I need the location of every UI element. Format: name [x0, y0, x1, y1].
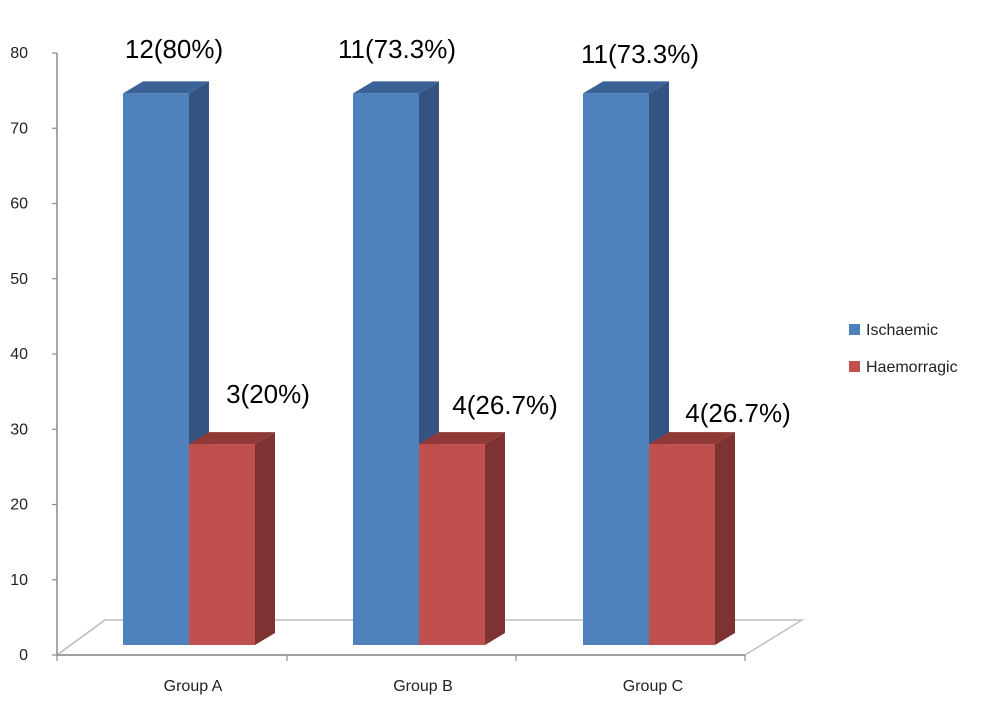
y-tick-label: 10	[10, 572, 28, 589]
bar-top-face	[583, 81, 669, 94]
floor-edge-left	[56, 619, 106, 656]
data-label: 3(20%)	[226, 379, 310, 409]
bar-front-face	[189, 444, 255, 645]
data-label: 11(73.3%)	[581, 39, 699, 69]
axes: 0 10 20 30 40 50 60 70 80 Group A Group B Group C	[10, 45, 746, 695]
bar-haemorragic-2	[649, 432, 735, 645]
legend-label: Haemorragic	[866, 359, 958, 376]
bar-top-face	[649, 432, 735, 445]
bar-side-face	[255, 432, 275, 645]
legend-label: Ischaemic	[866, 322, 938, 339]
x-tick-label: Group A	[164, 678, 223, 695]
bar-front-face	[583, 93, 649, 646]
bar-top-face	[123, 81, 209, 94]
bar-top-face	[353, 81, 439, 94]
x-tick-label: Group B	[393, 678, 453, 695]
data-label: 4(26.7%)	[685, 398, 791, 428]
bar-front-face	[419, 444, 485, 645]
x-tick-label: Group C	[623, 678, 683, 695]
y-tick-label: 20	[10, 497, 28, 514]
data-labels: 12(80%) 3(20%) 11(73.3%) 4(26.7%) 11(73.3%) 4…	[125, 34, 791, 428]
bars	[123, 81, 735, 646]
legend-item: Ischaemic	[849, 322, 938, 339]
y-tick-label: 70	[10, 120, 28, 137]
bar-front-face	[649, 444, 715, 645]
data-label: 12(80%)	[125, 34, 223, 64]
bar-front-face	[353, 93, 419, 646]
data-label: 11(73.3%)	[338, 34, 456, 64]
bar-haemorragic-1	[419, 432, 505, 645]
bar-ischaemic-0	[123, 81, 209, 646]
y-tick-label: 50	[10, 271, 28, 288]
y-tick-label: 30	[10, 421, 28, 438]
legend-swatch	[849, 361, 860, 372]
legend-item: Haemorragic	[849, 359, 958, 376]
bar-side-face	[715, 432, 735, 645]
y-tick-label: 60	[10, 196, 28, 213]
bar-front-face	[123, 93, 189, 646]
bar-top-face	[189, 432, 275, 445]
y-tick-label: 0	[19, 647, 28, 664]
legend: Ischaemic Haemorragic	[849, 322, 958, 376]
bar-ischaemic-2	[583, 81, 669, 646]
data-label: 4(26.7%)	[452, 390, 558, 420]
y-tick-label: 40	[10, 346, 28, 363]
bar-haemorragic-0	[189, 432, 275, 645]
y-tick-label: 80	[10, 45, 28, 62]
bar-top-face	[419, 432, 505, 445]
bar-side-face	[485, 432, 505, 645]
legend-swatch	[849, 324, 860, 335]
